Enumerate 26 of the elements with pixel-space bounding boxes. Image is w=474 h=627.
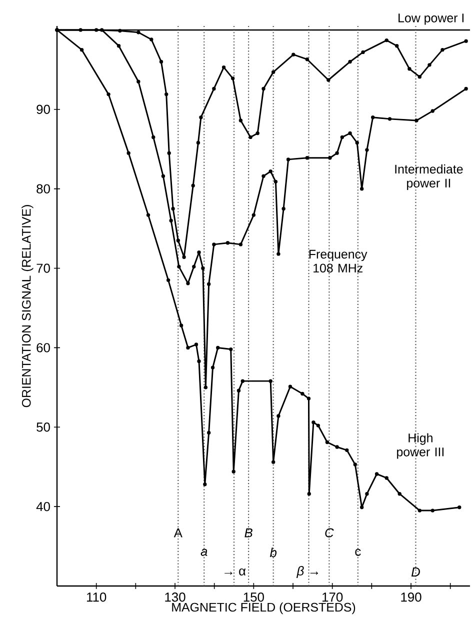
x-tick-label: 170 bbox=[322, 592, 343, 602]
text: Low power I bbox=[398, 14, 464, 25]
y-tick-label: 40 bbox=[36, 502, 50, 512]
ref-line-label: C bbox=[325, 528, 334, 538]
y-tick-label: 80 bbox=[36, 184, 50, 194]
annotation: High power III bbox=[397, 433, 444, 459]
x-axis-title: MAGNETIC FIELD (OERSTEDS) bbox=[172, 602, 356, 614]
x-tick-label: 190 bbox=[401, 592, 422, 602]
y-tick-label: 90 bbox=[36, 104, 50, 114]
ref-line-label: a bbox=[200, 548, 208, 556]
ref-line-label: A bbox=[174, 528, 182, 538]
ref-line-label: B bbox=[244, 528, 252, 538]
annotation: Intermediate power II bbox=[395, 164, 463, 190]
x-tick-label: 130 bbox=[165, 592, 186, 602]
y-tick-label: 60 bbox=[36, 343, 50, 352]
ref-line-label: D bbox=[411, 568, 420, 576]
annotation: Frequency 108 MHz bbox=[309, 250, 368, 273]
x-tick-label: 110 bbox=[86, 592, 106, 602]
y-tick-label: 50 bbox=[36, 422, 50, 432]
ref-line-label: β → bbox=[296, 566, 318, 578]
y-tick-label: 70 bbox=[36, 264, 50, 273]
ref-line-label: c bbox=[355, 548, 361, 556]
ref-line-label: → α bbox=[224, 568, 246, 576]
x-tick-label: 150 bbox=[244, 592, 264, 602]
y-axis-title: ORIENTATION SIGNAL (RELATIVE) bbox=[22, 205, 34, 408]
ref-line-label: b bbox=[270, 548, 277, 558]
